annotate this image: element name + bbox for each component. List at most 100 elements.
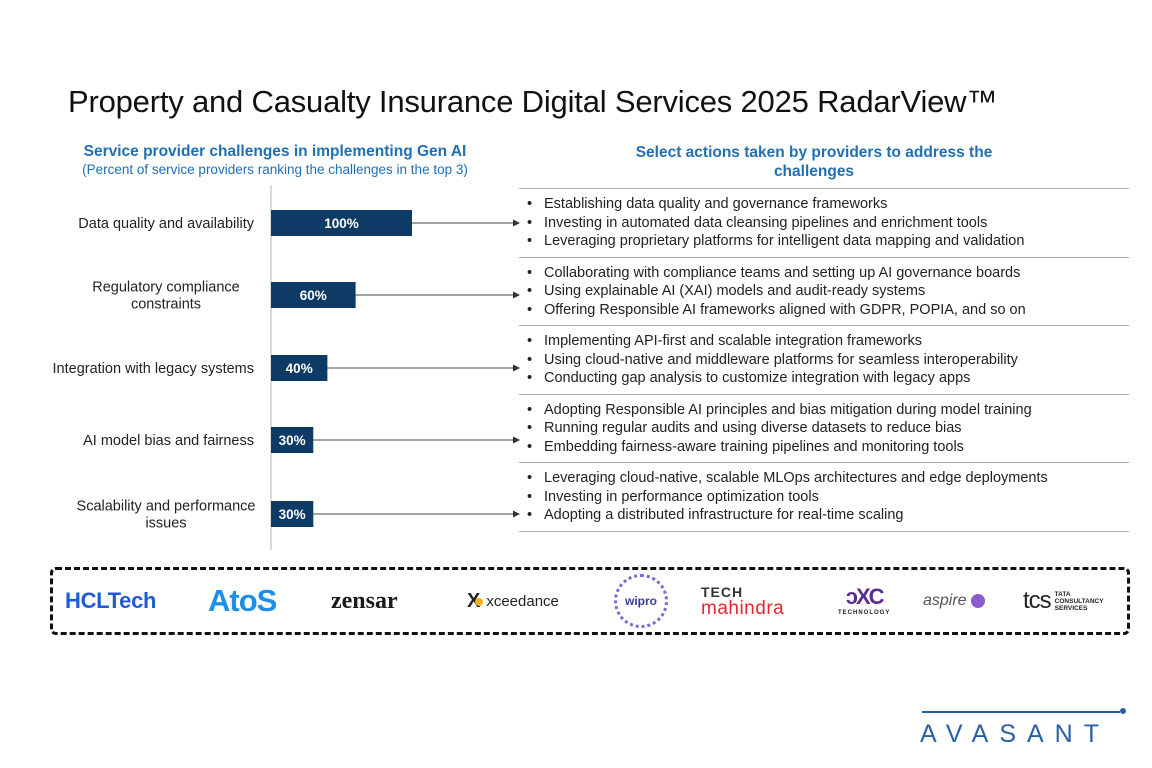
action-item: • Running regular audits and using divers… <box>527 419 1129 438</box>
tcs-text: TATA CONSULTANCY SERVICES <box>1055 591 1104 612</box>
action-item: • Offering Responsible AI frameworks alig… <box>527 301 1129 320</box>
action-text: Conducting gap analysis to customize int… <box>544 370 971 386</box>
chart-subtitle: (Percent of service providers ranking th… <box>82 162 468 177</box>
action-text: Using explainable AI (XAI) models and au… <box>544 283 926 299</box>
actions-heading-line1: Select actions taken by providers to add… <box>635 144 993 161</box>
action-text: Investing in performance optimization to… <box>544 488 819 505</box>
action-item: • Establishing data quality and governanc… <box>527 195 1129 214</box>
action-text: Adopting Responsible AI principles and b… <box>544 401 1032 418</box>
action-item: • Leveraging cloud-native, scalable MLOps… <box>527 469 1129 488</box>
chart-title: Service provider challenges in implement… <box>83 143 467 160</box>
bullet-icon: • <box>527 470 533 486</box>
bullet-icon: • <box>527 264 533 281</box>
arrow-head-icon <box>513 510 520 518</box>
tcs-line3: SERVICES <box>1054 604 1088 612</box>
bar <box>271 355 328 381</box>
category-label: Regulatory compliance <box>92 280 240 296</box>
dxc-mark-icon: ↄXC <box>845 584 885 609</box>
actions-heading-line2: challenges <box>773 163 855 180</box>
aspire-wordmark: aspire <box>923 592 967 609</box>
action-item: • Adopting a distributed infrastructure f… <box>527 506 1129 525</box>
action-item: • Using explainable AI (XAI) models and a… <box>527 282 1129 301</box>
avasant-line <box>922 711 1120 713</box>
logo-xceedance: X xceedance <box>467 570 559 632</box>
data-label: 100% <box>324 216 359 231</box>
category-label: Data quality and availability <box>78 216 254 232</box>
xceedance-mark-icon: X <box>467 589 481 612</box>
wipro-wordmark: wipro <box>625 594 657 608</box>
logo-dxc: ↄXC TECHNOLOGY <box>838 570 890 632</box>
actions-list: • Establishing data quality and governanc… <box>519 188 1129 532</box>
tcs-line1: TATA <box>1054 590 1071 598</box>
category-label: constraints <box>131 297 201 313</box>
logo-hcltech: HCLTech <box>65 588 157 613</box>
logo-tech-mahindra: TECH mahindra <box>701 570 784 632</box>
xceedance-dot-icon <box>475 598 484 606</box>
arrow-head-icon <box>513 291 520 299</box>
action-text: Establishing data quality and governance… <box>544 196 888 212</box>
action-item: • Embedding fairness-aware training pipel… <box>527 438 1129 457</box>
action-item: • Collaborating with compliance teams and… <box>527 264 1129 283</box>
aspire-leaf-icon <box>970 594 985 608</box>
bullet-icon: • <box>527 283 533 299</box>
action-item: • Leveraging proprietary platforms for in… <box>527 232 1129 251</box>
bullet-icon: • <box>527 401 533 418</box>
techm-bottom: mahindra <box>701 597 785 619</box>
bullet-icon: • <box>527 420 533 436</box>
provider-logos: HCLTech AtoS zensar X xceedance wipro TE… <box>50 567 1130 635</box>
bar <box>271 427 314 453</box>
action-text: Leveraging cloud-native, scalable MLOps … <box>544 470 1048 486</box>
page-title: Property and Casualty Insurance Digital … <box>68 84 998 119</box>
tcs-mark: tcs <box>1023 587 1052 614</box>
category-label: AI model bias and fairness <box>83 433 254 449</box>
action-text: Offering Responsible AI frameworks align… <box>544 301 1026 318</box>
data-label: 40% <box>286 361 313 376</box>
category-label: issues <box>145 516 186 532</box>
action-text: Investing in automated data cleansing pi… <box>544 214 988 231</box>
data-label: 30% <box>279 433 306 448</box>
techm-top: TECH <box>701 583 744 600</box>
chart-heading: Service provider challenges in implement… <box>40 143 510 177</box>
arrow-head-icon <box>513 364 520 372</box>
avasant-wordmark: AVASANT <box>920 720 1110 748</box>
challenges-bar-chart: Data quality and availability 100% Regulat… <box>53 185 520 550</box>
dxc-sub: TECHNOLOGY <box>838 610 891 616</box>
action-item: • Using cloud-native and middleware platf… <box>527 351 1129 370</box>
bullet-icon: • <box>527 333 533 349</box>
logo-tcs: tcs TATA CONSULTANCY SERVICES <box>1023 570 1104 632</box>
action-group: • Establishing data quality and governanc… <box>519 188 1129 258</box>
logo-aspire: aspire <box>923 570 985 632</box>
bullet-icon: • <box>527 233 533 249</box>
bullet-icon: • <box>527 196 533 212</box>
action-text: Running regular audits and using diverse… <box>544 420 962 436</box>
bar <box>271 210 412 236</box>
bullet-icon: • <box>527 438 533 455</box>
action-text: Embedding fairness-aware training pipeli… <box>544 438 964 455</box>
action-text: Leveraging proprietary platforms for int… <box>544 233 1025 249</box>
action-item: • Investing in automated data cleansing p… <box>527 214 1129 233</box>
action-group: • Leveraging cloud-native, scalable MLOps… <box>519 463 1129 532</box>
action-group: • Implementing API-first and scalable int… <box>519 326 1129 395</box>
action-item: • Conducting gap analysis to customize in… <box>527 369 1129 388</box>
action-item: • Investing in performance optimization t… <box>527 488 1129 507</box>
bullet-icon: • <box>527 370 533 386</box>
logo-wipro: wipro <box>608 570 674 632</box>
bar <box>271 282 356 308</box>
data-label: 30% <box>279 507 306 522</box>
xceedance-wordmark: xceedance <box>486 592 559 610</box>
logo-atos: AtoS <box>208 583 277 618</box>
logo-zensar: zensar <box>331 587 398 614</box>
arrow-head-icon <box>513 219 520 227</box>
action-group: • Adopting Responsible AI principles and … <box>519 395 1129 463</box>
wipro-ring-icon: wipro <box>614 574 668 628</box>
actions-heading: Select actions taken by providers to add… <box>598 143 1030 181</box>
bullet-icon: • <box>527 507 533 523</box>
bullet-icon: • <box>527 351 533 368</box>
action-text: Adopting a distributed infrastructure fo… <box>544 507 904 523</box>
data-label: 60% <box>300 288 327 303</box>
action-group: • Collaborating with compliance teams and… <box>519 258 1129 326</box>
action-text: Using cloud-native and middleware platfo… <box>544 351 1018 368</box>
bullet-icon: • <box>527 214 533 231</box>
action-text: Implementing API-first and scalable inte… <box>544 333 922 349</box>
action-item: • Implementing API-first and scalable int… <box>527 332 1129 351</box>
